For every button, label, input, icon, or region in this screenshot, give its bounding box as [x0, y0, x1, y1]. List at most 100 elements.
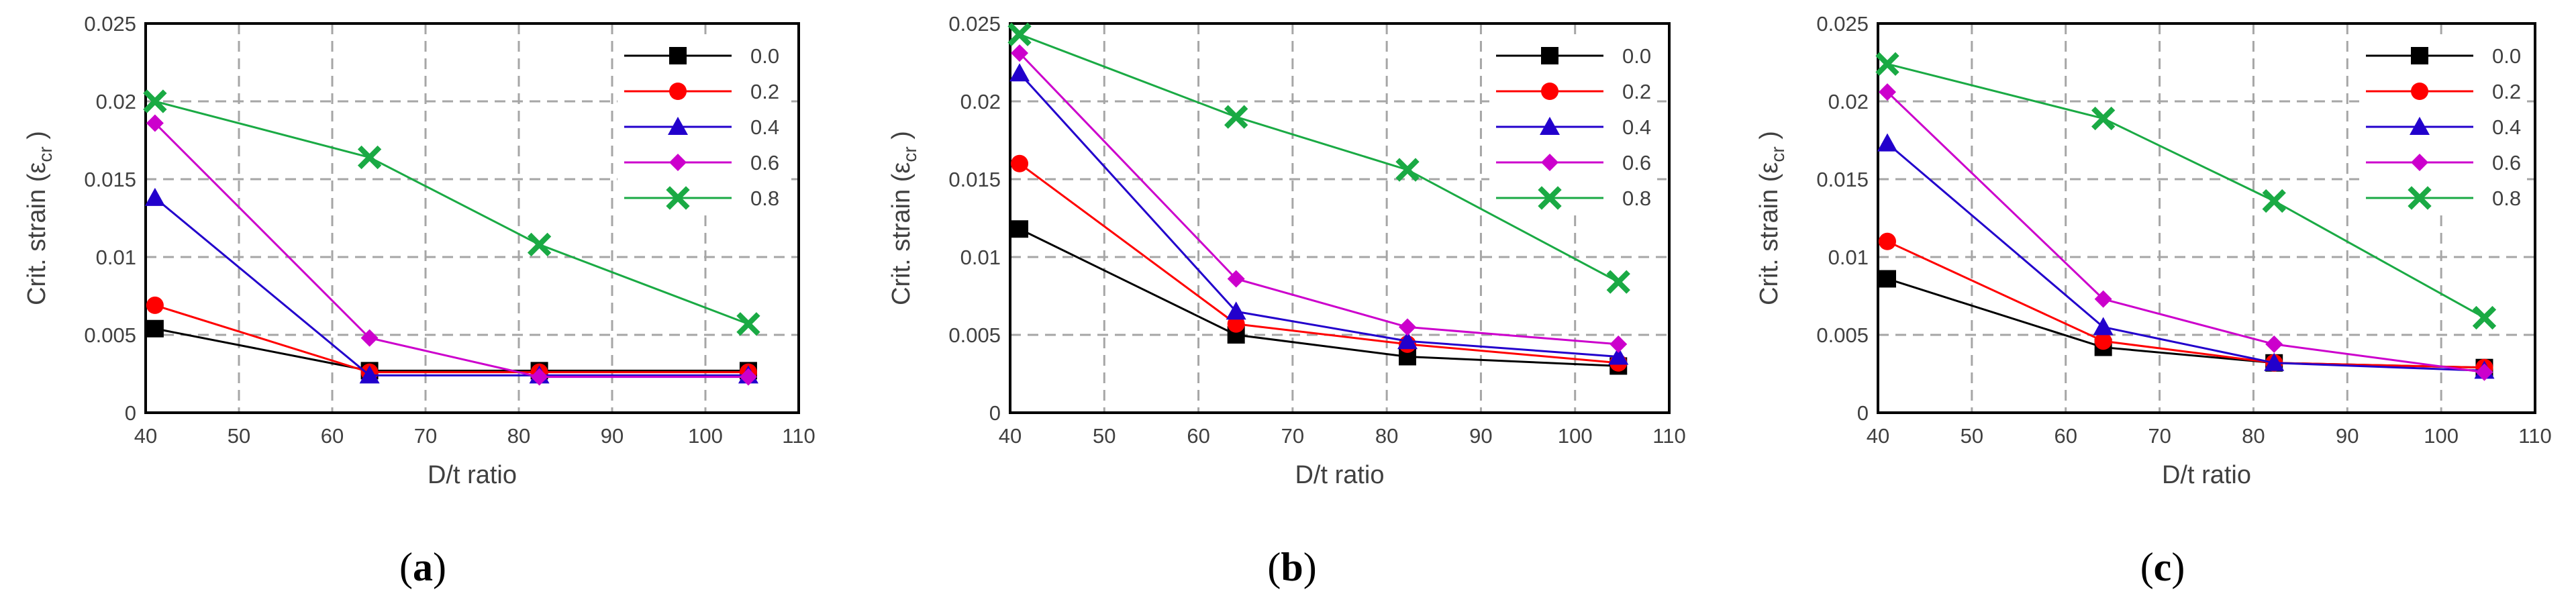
panel-c-legend-marker-0.8 — [2408, 186, 2432, 210]
panel-a-series-0.8-point — [357, 145, 382, 170]
panel-b-ytick-label: 0.01 — [960, 246, 1001, 269]
panel-b-xtick-label: 110 — [1652, 424, 1685, 448]
panel-a-xtick-label: 40 — [134, 424, 157, 448]
panel-c-series-0.6-point — [2265, 335, 2283, 353]
panel-c-ytick-label: 0.005 — [1816, 323, 1869, 347]
panel-a-ytick-label: 0.01 — [96, 246, 136, 269]
panel-b-legend-label: 0.0 — [1622, 44, 1651, 68]
panel-b-series-0.8-point-stroke-2 — [1224, 105, 1248, 129]
panel-a-ytick-label: 0.02 — [96, 90, 136, 113]
panel-c-caption-open: ( — [2140, 545, 2154, 589]
panel-a-xtick-label: 50 — [228, 424, 250, 448]
panel-a-xtick-label: 100 — [688, 424, 723, 448]
panel-a-ytick-label: 0.005 — [84, 323, 136, 347]
panel-b-series-0.0-line — [1019, 227, 1619, 367]
panel-a-caption-open: ( — [399, 545, 413, 589]
panel-c-plot-frame — [1877, 22, 2536, 414]
panel-b-legend-marker-0.6 — [1541, 154, 1558, 171]
panel-a-x-axis-label: D/t ratio — [428, 461, 517, 489]
panel-a-caption-close: ) — [433, 545, 446, 589]
panel-a-y-axis-label: Crit. strain (εcr ) — [23, 131, 56, 305]
panel-b-xtick-label: 40 — [999, 424, 1022, 448]
panel-c-series-0.8-point — [1875, 52, 1899, 76]
panel-b-series-0.6-point — [1011, 44, 1029, 62]
panel-b-legend-label: 0.6 — [1622, 151, 1651, 174]
panel-b-series-0.4-line — [1018, 72, 1619, 358]
panel-a-series-0.0-line — [154, 327, 748, 372]
panel-c-series-0.2-point — [1878, 232, 1896, 250]
panel-a-series-0.8-point-stroke-2 — [143, 89, 167, 113]
panel-c-series-0.4-point — [1877, 133, 1897, 152]
panel-c-xtick-label: 60 — [2054, 424, 2077, 448]
panel-b-caption-close: ) — [1303, 545, 1317, 589]
panel-b-legend-marker-0.0 — [1541, 47, 1558, 64]
panel-a-series-0.8-point-stroke-2 — [527, 232, 552, 257]
panel-a-legend-label: 0.8 — [750, 187, 779, 210]
panel-a-series-0.8-point-stroke-2 — [736, 312, 760, 336]
panel-c-series-0.6-line — [1886, 91, 2485, 374]
panel-c-series-0.8-point-stroke-2 — [2472, 305, 2497, 330]
panel-a-y-axis-label-sub: cr — [35, 146, 56, 162]
panel-a-series-0.2-line — [154, 304, 748, 374]
panel-a-series-0.6-point — [530, 368, 548, 386]
panel-b-series-0.8-point-stroke-2 — [1606, 270, 1630, 294]
panel-a-y-axis-label-close: ) — [23, 131, 51, 146]
panel-c-ytick-label: 0.025 — [1816, 12, 1869, 36]
panel-c-y-axis-label-sub: cr — [1767, 146, 1788, 162]
panel-b-legend-marker-0.8 — [1538, 186, 1562, 210]
panel-b-ytick-label: 0.025 — [948, 12, 1001, 36]
panel-a-series-0.2-point — [146, 296, 164, 314]
chart-panel-b: 40 50 60 70 80 90 100 110 0 0.005 0.01 0.015 0.02 0.0… — [887, 12, 1686, 589]
panel-c-xtick-label: 80 — [2242, 424, 2265, 448]
panel-c-series-0.0-line — [1887, 278, 2485, 369]
panel-a-xtick-label: 60 — [321, 424, 344, 448]
panel-b-series-0.4-point — [1397, 331, 1418, 350]
panel-b-legend-label: 0.2 — [1622, 80, 1651, 103]
panel-c-xtick-label: 50 — [1961, 424, 1983, 448]
panel-b-series-0.0-point — [1011, 220, 1029, 238]
panel-c-caption-letter: c — [2154, 545, 2172, 589]
panel-c-xtick-label: 90 — [2336, 424, 2359, 448]
panel-b-series-0.4-point — [1608, 346, 1629, 365]
panel-b-series-0.8-point — [1395, 158, 1420, 182]
panel-c-legend-label: 0.2 — [2492, 80, 2521, 103]
panel-a-ytick-label: 0 — [125, 401, 136, 425]
panel-c-xtick-label: 40 — [1867, 424, 1889, 448]
panel-b-legend-marker-0.8-stroke-2 — [1538, 186, 1562, 210]
panel-b-plot-frame — [1009, 22, 1671, 414]
panel-c-legend-marker-0.8-stroke-2 — [2408, 186, 2432, 210]
panel-a-series-0.6-point — [146, 114, 164, 132]
panel-b-xtick-label: 70 — [1281, 424, 1304, 448]
panel-b-y-axis-label-close: ) — [887, 131, 915, 146]
panel-b-x-axis-label: D/t ratio — [1295, 461, 1384, 489]
panel-b-series-0.8-point — [1007, 22, 1032, 46]
panel-c-legend-marker-0.2 — [2411, 83, 2428, 100]
panel-c-series-0.8-point — [2472, 305, 2497, 330]
panel-a-legend-marker-0.6 — [669, 154, 687, 171]
panel-b-xtick-label: 80 — [1375, 424, 1398, 448]
panel-b-xtick-label: 50 — [1093, 424, 1116, 448]
panel-c-series-0.8-point-stroke-2 — [1875, 52, 1899, 76]
panel-a-series-0.6-point — [360, 329, 379, 347]
panel-c-y-axis-label-main: Crit. strain (ε — [1755, 162, 1783, 305]
panel-b-series-0.8-point — [1224, 105, 1248, 129]
panel-a-caption-label: (a) — [399, 545, 446, 589]
panel-b-series-0.2-point — [1011, 154, 1029, 172]
panel-a-series-0.4-line — [154, 197, 748, 376]
panel-b-series-0.6-point — [1227, 270, 1245, 288]
panel-b-legend-marker-0.2 — [1541, 83, 1558, 100]
panel-c-series-0.8-point — [2091, 106, 2116, 131]
panel-c-xtick-label: 70 — [2148, 424, 2171, 448]
panel-c-series-0.4-line — [1887, 142, 2485, 372]
panel-a-series-0.6-line — [154, 122, 748, 378]
panel-b-series-0.4-point — [1226, 301, 1246, 320]
panel-c-xtick-label: 110 — [2518, 424, 2551, 448]
panel-b-y-axis-label-main: Crit. strain (ε — [887, 162, 915, 305]
panel-a-legend-marker-0.8-stroke-2 — [666, 186, 690, 210]
panel-c-legend-label: 0.4 — [2492, 115, 2521, 139]
panel-b-legend-label: 0.8 — [1622, 187, 1651, 210]
panel-a-ytick-label: 0.015 — [84, 168, 136, 191]
panel-c-ytick-label: 0.02 — [1828, 90, 1869, 113]
panel-a-legend-marker-0.8 — [666, 186, 690, 210]
panel-b-ytick-label: 0.02 — [960, 90, 1001, 113]
